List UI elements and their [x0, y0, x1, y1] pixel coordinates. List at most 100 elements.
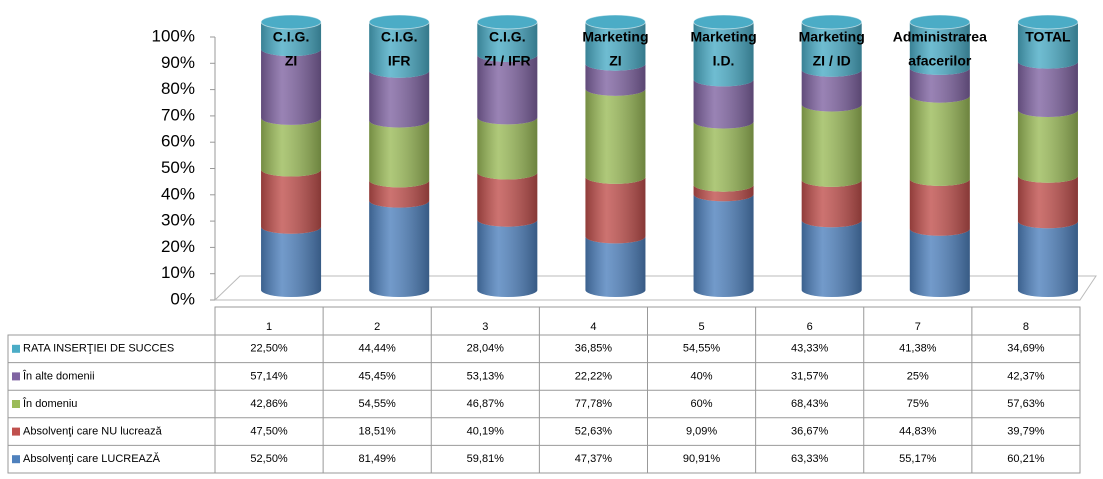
table-cell: 54,55% [359, 398, 397, 410]
segment-shade [693, 184, 754, 202]
legend-swatch [12, 400, 20, 408]
segment-shade [369, 200, 430, 297]
segment-shade [1017, 109, 1078, 183]
table-cell: 39,79% [1007, 426, 1045, 438]
table-cell: 90,91% [683, 453, 721, 465]
table-cell: 68,43% [791, 398, 829, 410]
legend-label: Absolvenţi care NU lucrează [23, 426, 163, 438]
table-cell: 9,09% [686, 426, 717, 438]
cylinder-cap [476, 14, 538, 30]
segment-shade [1017, 175, 1078, 229]
y-tick-label: 100% [152, 26, 195, 45]
segment-shade [1017, 61, 1078, 117]
table-header: 5 [699, 321, 705, 333]
legend-swatch [12, 344, 20, 353]
segment-shade [693, 79, 754, 129]
segment-shade [801, 179, 862, 228]
segment-shade [261, 117, 322, 177]
category-title: ZI [285, 53, 297, 69]
table-cell: 34,69% [1007, 343, 1045, 355]
y-tick-label: 90% [161, 53, 195, 72]
segment-shade [585, 236, 646, 297]
legend-swatch [12, 455, 20, 464]
category-title: I.D. [713, 53, 735, 69]
table-cell: 57,14% [250, 370, 288, 382]
table-cell: 59,81% [467, 453, 505, 465]
y-tick-label: 30% [161, 211, 195, 230]
table-cell: 47,50% [250, 426, 288, 438]
table-cell: 52,63% [575, 426, 613, 438]
segment-shade [909, 67, 970, 103]
table-cell: 75% [907, 398, 929, 410]
table-cell: 55,17% [899, 453, 937, 465]
segment-shade [477, 54, 538, 125]
cylinder-cap [693, 14, 755, 30]
segment-shade [801, 220, 862, 297]
table-cell: 77,78% [575, 398, 613, 410]
table-cell: 44,44% [359, 343, 397, 355]
legend-label: În alte domenii [22, 369, 95, 382]
segment-shade [693, 22, 754, 87]
segment-shade [477, 117, 538, 180]
y-tick-label: 50% [161, 158, 195, 177]
table-header: 7 [915, 321, 921, 333]
y-tick-label: 80% [161, 79, 195, 98]
y-tick-label: 40% [161, 184, 195, 203]
segment-shade [261, 169, 322, 234]
table-header: 3 [482, 321, 488, 333]
category-title: Marketing [582, 29, 648, 45]
table-cell: 40% [691, 370, 713, 382]
segment-shade [909, 95, 970, 186]
segment-shade [801, 22, 862, 77]
table-cell: 60,21% [1007, 453, 1045, 465]
category-title: Administrarea [893, 29, 987, 45]
segment-shade [261, 22, 322, 57]
legend-label: Absolvenţi care LUCREAZĂ [23, 452, 161, 465]
table-cell: 22,22% [575, 370, 613, 382]
table-cell: 47,37% [575, 453, 613, 465]
segment-shade [261, 49, 322, 125]
cylinder-cap [584, 14, 646, 30]
segment-shade [801, 104, 862, 187]
cylinder-cap [909, 14, 971, 30]
table-header: 2 [374, 321, 380, 333]
segment-shade [1017, 221, 1078, 297]
y-tick-label: 70% [161, 105, 195, 124]
segment-shade [585, 88, 646, 184]
table-cell: 41,38% [899, 343, 937, 355]
floor [213, 275, 1097, 301]
table-cell: 28,04% [467, 343, 505, 355]
category-title: Marketing [799, 29, 865, 45]
table-cell: 45,45% [359, 370, 397, 382]
table-cell: 60% [691, 398, 713, 410]
segment-shade [909, 228, 970, 297]
segment-shade [369, 22, 430, 78]
table-cell: 54,55% [683, 343, 721, 355]
segment-shade [369, 120, 430, 188]
table-header: 8 [1023, 321, 1029, 333]
cylinder-cap [368, 14, 430, 30]
legend-swatch [12, 427, 20, 436]
segment-shade [369, 180, 430, 208]
table-cell: 42,37% [1007, 370, 1045, 382]
table-cell: 18,51% [359, 426, 397, 438]
y-tick-label: 10% [161, 263, 195, 282]
category-title: C.I.G. [489, 29, 526, 45]
segment-shade [261, 226, 322, 297]
table-cell: 25% [907, 370, 929, 382]
segment-shade [693, 194, 754, 297]
legend-label: RATA INSERŢIEI DE SUCCES [23, 343, 174, 355]
cylinder-cap [801, 14, 863, 30]
table-cell: 63,33% [791, 453, 829, 465]
segment-shade [477, 219, 538, 297]
table-cell: 44,83% [899, 426, 937, 438]
y-tick-label: 0% [170, 289, 195, 308]
segment-shade [585, 22, 646, 71]
segment-shade [909, 178, 970, 236]
category-title: Marketing [691, 29, 757, 45]
legend-label: În domeniu [22, 397, 77, 410]
segment-shade [585, 176, 646, 244]
segment-shade [585, 63, 646, 96]
segment-shade [909, 22, 970, 75]
